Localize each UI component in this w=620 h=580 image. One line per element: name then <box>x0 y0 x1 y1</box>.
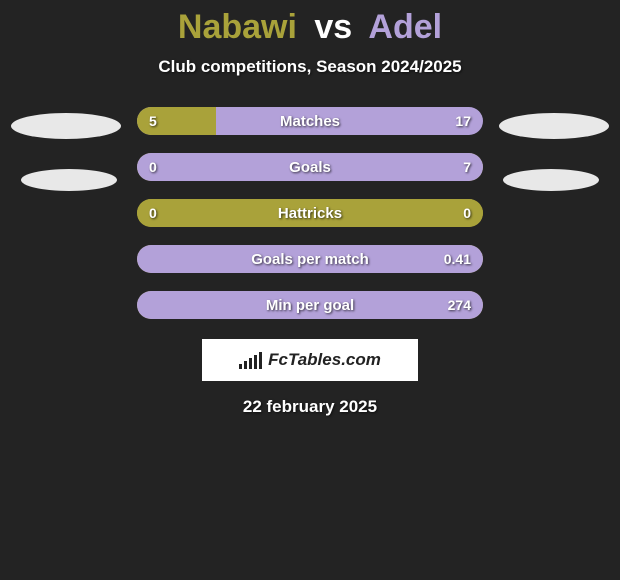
stat-value-right: 17 <box>455 107 471 135</box>
title: Nabawi vs Adel <box>0 8 620 47</box>
logo-text: FcTables.com <box>268 350 381 370</box>
stat-bar: 0Hattricks0 <box>137 199 483 227</box>
stat-label: Goals per match <box>137 245 483 273</box>
left-avatar-col <box>11 107 121 191</box>
bar-chart-icon <box>239 351 262 369</box>
attribution-logo: FcTables.com <box>202 339 418 381</box>
stat-label: Goals <box>137 153 483 181</box>
vs-text: vs <box>314 8 352 46</box>
player2-club-placeholder <box>503 169 599 191</box>
player2-avatar-placeholder <box>499 113 609 139</box>
player1-name: Nabawi <box>178 8 297 46</box>
subtitle: Club competitions, Season 2024/2025 <box>0 57 620 77</box>
stat-bar: Min per goal274 <box>137 291 483 319</box>
stat-bar: Goals per match0.41 <box>137 245 483 273</box>
stat-value-right: 0.41 <box>444 245 471 273</box>
player1-avatar-placeholder <box>11 113 121 139</box>
date-label: 22 february 2025 <box>0 397 620 417</box>
player1-club-placeholder <box>21 169 117 191</box>
stat-label: Hattricks <box>137 199 483 227</box>
stat-bars: 5Matches170Goals70Hattricks0Goals per ma… <box>137 107 483 319</box>
stat-label: Min per goal <box>137 291 483 319</box>
right-avatar-col <box>499 107 609 191</box>
stat-bar: 0Goals7 <box>137 153 483 181</box>
stat-value-right: 274 <box>448 291 471 319</box>
body-row: 5Matches170Goals70Hattricks0Goals per ma… <box>0 107 620 319</box>
stat-value-right: 7 <box>463 153 471 181</box>
stat-value-right: 0 <box>463 199 471 227</box>
player2-name: Adel <box>368 8 442 46</box>
comparison-widget: Nabawi vs Adel Club competitions, Season… <box>0 0 620 417</box>
stat-label: Matches <box>137 107 483 135</box>
stat-bar: 5Matches17 <box>137 107 483 135</box>
